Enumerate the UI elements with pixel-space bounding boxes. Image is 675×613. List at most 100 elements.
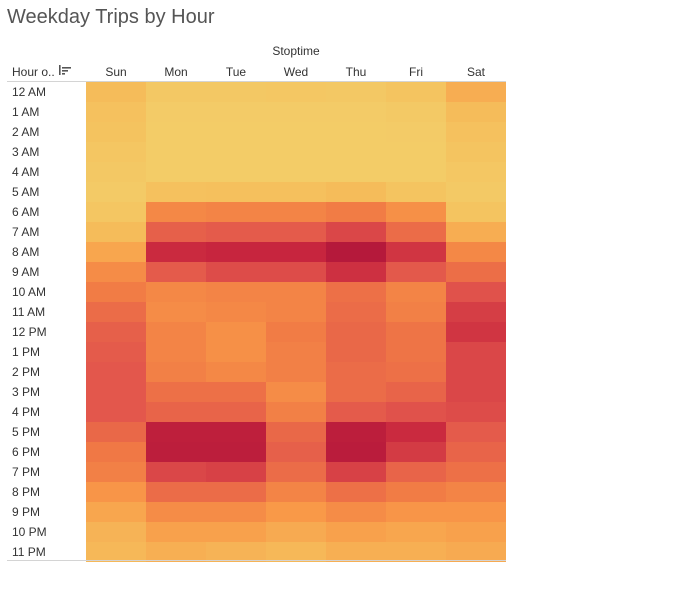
heatmap-cell[interactable]: [326, 362, 386, 382]
heatmap-cell[interactable]: [206, 482, 266, 502]
heatmap-cell[interactable]: [446, 542, 506, 562]
heatmap-cell[interactable]: [206, 342, 266, 362]
heatmap-cell[interactable]: [206, 402, 266, 422]
heatmap-cell[interactable]: [206, 142, 266, 162]
heatmap-cell[interactable]: [266, 342, 326, 362]
heatmap-cell[interactable]: [326, 342, 386, 362]
heatmap-cell[interactable]: [446, 182, 506, 202]
heatmap-cell[interactable]: [386, 242, 446, 262]
heatmap-cell[interactable]: [386, 442, 446, 462]
heatmap-cell[interactable]: [146, 542, 206, 562]
heatmap-cell[interactable]: [86, 442, 146, 462]
heatmap-cell[interactable]: [146, 502, 206, 522]
heatmap-cell[interactable]: [206, 362, 266, 382]
heatmap-cell[interactable]: [86, 82, 146, 102]
heatmap-cell[interactable]: [326, 122, 386, 142]
heatmap-cell[interactable]: [266, 442, 326, 462]
heatmap-cell[interactable]: [206, 442, 266, 462]
heatmap-cell[interactable]: [266, 162, 326, 182]
heatmap-cell[interactable]: [86, 242, 146, 262]
heatmap-cell[interactable]: [386, 222, 446, 242]
heatmap-cell[interactable]: [386, 502, 446, 522]
heatmap-cell[interactable]: [266, 462, 326, 482]
heatmap-cell[interactable]: [326, 202, 386, 222]
heatmap-cell[interactable]: [86, 382, 146, 402]
heatmap-cell[interactable]: [266, 542, 326, 562]
heatmap-cell[interactable]: [446, 502, 506, 522]
heatmap-cell[interactable]: [386, 342, 446, 362]
heatmap-cell[interactable]: [206, 202, 266, 222]
heatmap-cell[interactable]: [326, 182, 386, 202]
heatmap-cell[interactable]: [86, 402, 146, 422]
heatmap-cell[interactable]: [86, 282, 146, 302]
heatmap-cell[interactable]: [86, 202, 146, 222]
heatmap-cell[interactable]: [146, 142, 206, 162]
heatmap-cell[interactable]: [266, 502, 326, 522]
heatmap-cell[interactable]: [446, 142, 506, 162]
heatmap-cell[interactable]: [326, 502, 386, 522]
heatmap-cell[interactable]: [446, 482, 506, 502]
heatmap-cell[interactable]: [326, 462, 386, 482]
heatmap-cell[interactable]: [446, 302, 506, 322]
heatmap-cell[interactable]: [146, 442, 206, 462]
heatmap-cell[interactable]: [266, 222, 326, 242]
heatmap-cell[interactable]: [146, 362, 206, 382]
heatmap-cell[interactable]: [386, 462, 446, 482]
heatmap-cell[interactable]: [146, 162, 206, 182]
heatmap-cell[interactable]: [446, 342, 506, 362]
heatmap-cell[interactable]: [266, 262, 326, 282]
heatmap-cell[interactable]: [386, 422, 446, 442]
heatmap-cell[interactable]: [326, 422, 386, 442]
heatmap-cell[interactable]: [386, 122, 446, 142]
heatmap-cell[interactable]: [446, 402, 506, 422]
heatmap-cell[interactable]: [386, 542, 446, 562]
heatmap-cell[interactable]: [86, 342, 146, 362]
heatmap-cell[interactable]: [86, 102, 146, 122]
heatmap-cell[interactable]: [386, 362, 446, 382]
heatmap-cell[interactable]: [446, 422, 506, 442]
heatmap-cell[interactable]: [386, 302, 446, 322]
heatmap-cell[interactable]: [86, 322, 146, 342]
heatmap-cell[interactable]: [446, 162, 506, 182]
heatmap-cell[interactable]: [446, 322, 506, 342]
heatmap-cell[interactable]: [386, 282, 446, 302]
heatmap-cell[interactable]: [386, 402, 446, 422]
heatmap-cell[interactable]: [206, 422, 266, 442]
heatmap-cell[interactable]: [446, 382, 506, 402]
heatmap-cell[interactable]: [206, 242, 266, 262]
heatmap-cell[interactable]: [86, 422, 146, 442]
heatmap-cell[interactable]: [386, 202, 446, 222]
heatmap-cell[interactable]: [266, 522, 326, 542]
heatmap-cell[interactable]: [386, 322, 446, 342]
heatmap-cell[interactable]: [266, 422, 326, 442]
heatmap-cell[interactable]: [206, 302, 266, 322]
heatmap-cell[interactable]: [266, 182, 326, 202]
heatmap-cell[interactable]: [446, 442, 506, 462]
heatmap-cell[interactable]: [326, 282, 386, 302]
heatmap-cell[interactable]: [146, 82, 206, 102]
heatmap-cell[interactable]: [146, 422, 206, 442]
heatmap-cell[interactable]: [326, 442, 386, 462]
heatmap-cell[interactable]: [146, 282, 206, 302]
heatmap-cell[interactable]: [326, 482, 386, 502]
heatmap-cell[interactable]: [326, 222, 386, 242]
heatmap-cell[interactable]: [146, 322, 206, 342]
heatmap-cell[interactable]: [446, 282, 506, 302]
heatmap-cell[interactable]: [326, 82, 386, 102]
heatmap-cell[interactable]: [266, 282, 326, 302]
heatmap-cell[interactable]: [386, 142, 446, 162]
heatmap-cell[interactable]: [326, 302, 386, 322]
heatmap-cell[interactable]: [86, 482, 146, 502]
heatmap-cell[interactable]: [446, 82, 506, 102]
heatmap-cell[interactable]: [386, 162, 446, 182]
heatmap-cell[interactable]: [326, 102, 386, 122]
heatmap-cell[interactable]: [266, 142, 326, 162]
heatmap-cell[interactable]: [266, 482, 326, 502]
heatmap-cell[interactable]: [446, 242, 506, 262]
heatmap-cell[interactable]: [206, 542, 266, 562]
heatmap-cell[interactable]: [326, 322, 386, 342]
heatmap-cell[interactable]: [446, 362, 506, 382]
heatmap-cell[interactable]: [446, 462, 506, 482]
heatmap-cell[interactable]: [206, 182, 266, 202]
heatmap-cell[interactable]: [266, 102, 326, 122]
